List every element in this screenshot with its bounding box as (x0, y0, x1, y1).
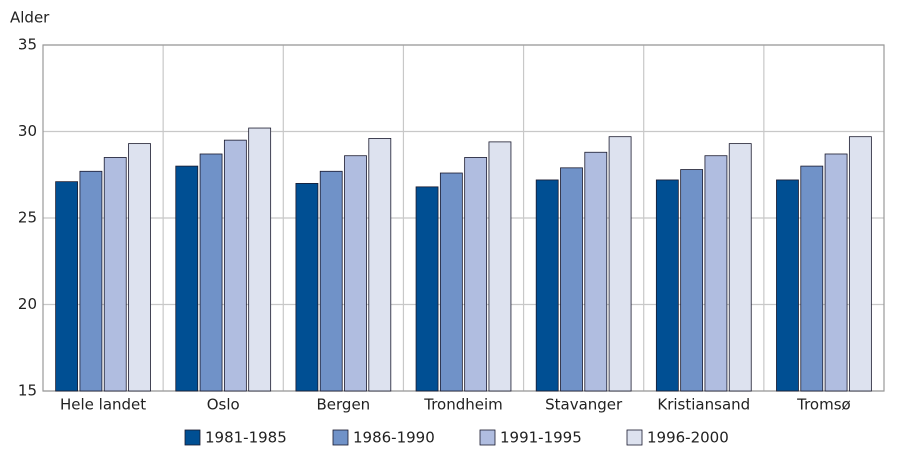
y-axis-label: Alder (10, 9, 50, 27)
x-tick-label: Trondheim (423, 396, 503, 414)
bar (344, 155, 367, 392)
legend-swatch (626, 429, 643, 446)
bar (199, 153, 223, 392)
legend-swatch (479, 429, 496, 446)
bar (128, 143, 151, 392)
bar (560, 167, 583, 392)
x-tick-label: Hele landet (60, 396, 146, 414)
bar (79, 170, 103, 392)
bar (824, 153, 848, 392)
bar (248, 127, 272, 392)
y-tick-label: 15 (18, 382, 37, 400)
bar (728, 143, 752, 392)
bar (535, 179, 559, 392)
bar (848, 136, 872, 392)
legend-label: 1981-1985 (205, 429, 287, 447)
bar (175, 165, 199, 392)
plot-frame (42, 44, 885, 392)
bar (295, 182, 319, 392)
bar (655, 179, 679, 392)
bar (704, 155, 728, 392)
bar (488, 141, 512, 392)
legend-swatch (332, 429, 349, 446)
x-tick-label: Stavanger (545, 396, 623, 414)
y-tick-label: 30 (18, 122, 37, 140)
bar (584, 151, 608, 392)
legend-label: 1996-2000 (647, 429, 729, 447)
x-tick-label: Oslo (207, 396, 240, 414)
bar (415, 186, 439, 392)
bar (103, 157, 127, 392)
y-tick-label: 25 (18, 209, 37, 227)
bar (319, 170, 343, 392)
y-tick-label: 20 (18, 295, 37, 313)
x-tick-label: Tromsø (796, 396, 851, 414)
legend-label: 1986-1990 (353, 429, 435, 447)
bar (464, 157, 488, 392)
x-tick-label: Kristiansand (657, 396, 750, 414)
legend-swatch (184, 429, 201, 446)
legend-label: 1991-1995 (500, 429, 582, 447)
bar (776, 179, 799, 392)
y-tick-label: 35 (18, 36, 37, 54)
bar (223, 139, 247, 392)
bar (680, 169, 704, 392)
bar (368, 138, 392, 392)
bar (800, 165, 824, 392)
x-tick-label: Bergen (317, 396, 371, 414)
bar (439, 172, 463, 392)
bar (608, 136, 632, 392)
bar (55, 181, 79, 392)
